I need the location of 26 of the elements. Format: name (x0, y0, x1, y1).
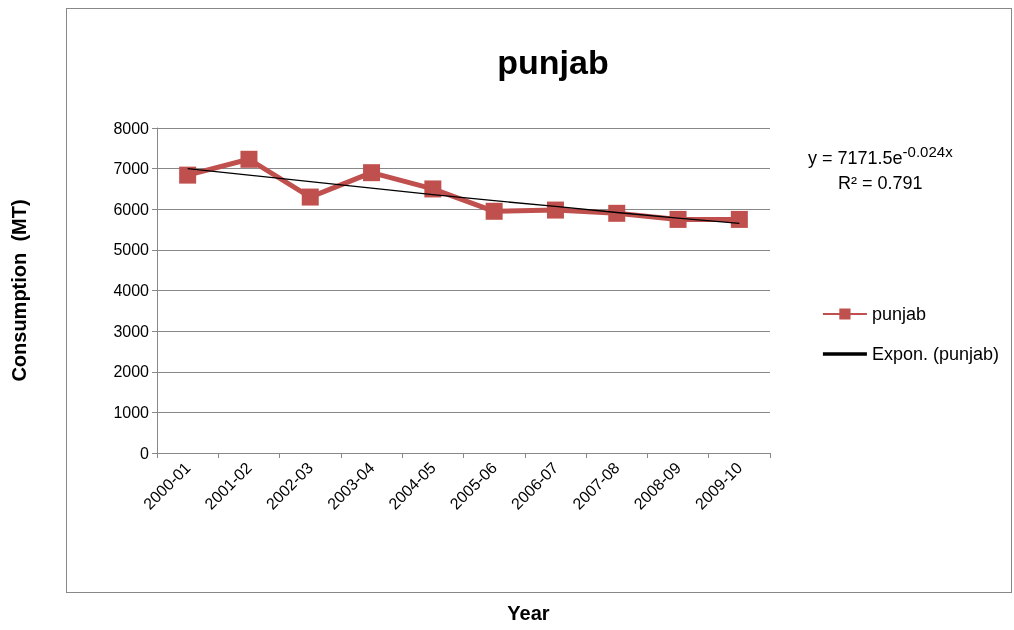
text: y = 7171.5e$^{-0.024x}$ (808, 143, 953, 169)
y-tick-label: 1000 (113, 403, 150, 421)
point (424, 180, 442, 198)
point (608, 204, 626, 222)
y-tick-label: 3000 (113, 322, 150, 340)
y-tick-label: 0 (140, 444, 150, 462)
point (669, 210, 687, 228)
y-axis-title: Consumption (MT) (8, 199, 30, 382)
y-tick-label: 6000 (113, 200, 150, 218)
y-tick-label: 4000 (113, 282, 150, 299)
chart-title: punjab (497, 43, 609, 81)
point (546, 201, 564, 219)
text: R² = 0.791 (838, 173, 923, 194)
x-axis-title: Year (507, 602, 550, 624)
legend-label: Expon. (punjab) (871, 344, 1000, 364)
point (179, 166, 197, 184)
point (363, 164, 381, 182)
point (240, 150, 258, 168)
point (485, 202, 503, 220)
point (301, 188, 319, 206)
point (730, 210, 748, 228)
y-tick-label: 8000 (113, 119, 150, 137)
y-tick-label: 7000 (113, 160, 150, 178)
legend-label: punjab (871, 304, 926, 324)
y-tick-label: 2000 (113, 363, 150, 381)
y-tick-label: 5000 (113, 241, 150, 259)
